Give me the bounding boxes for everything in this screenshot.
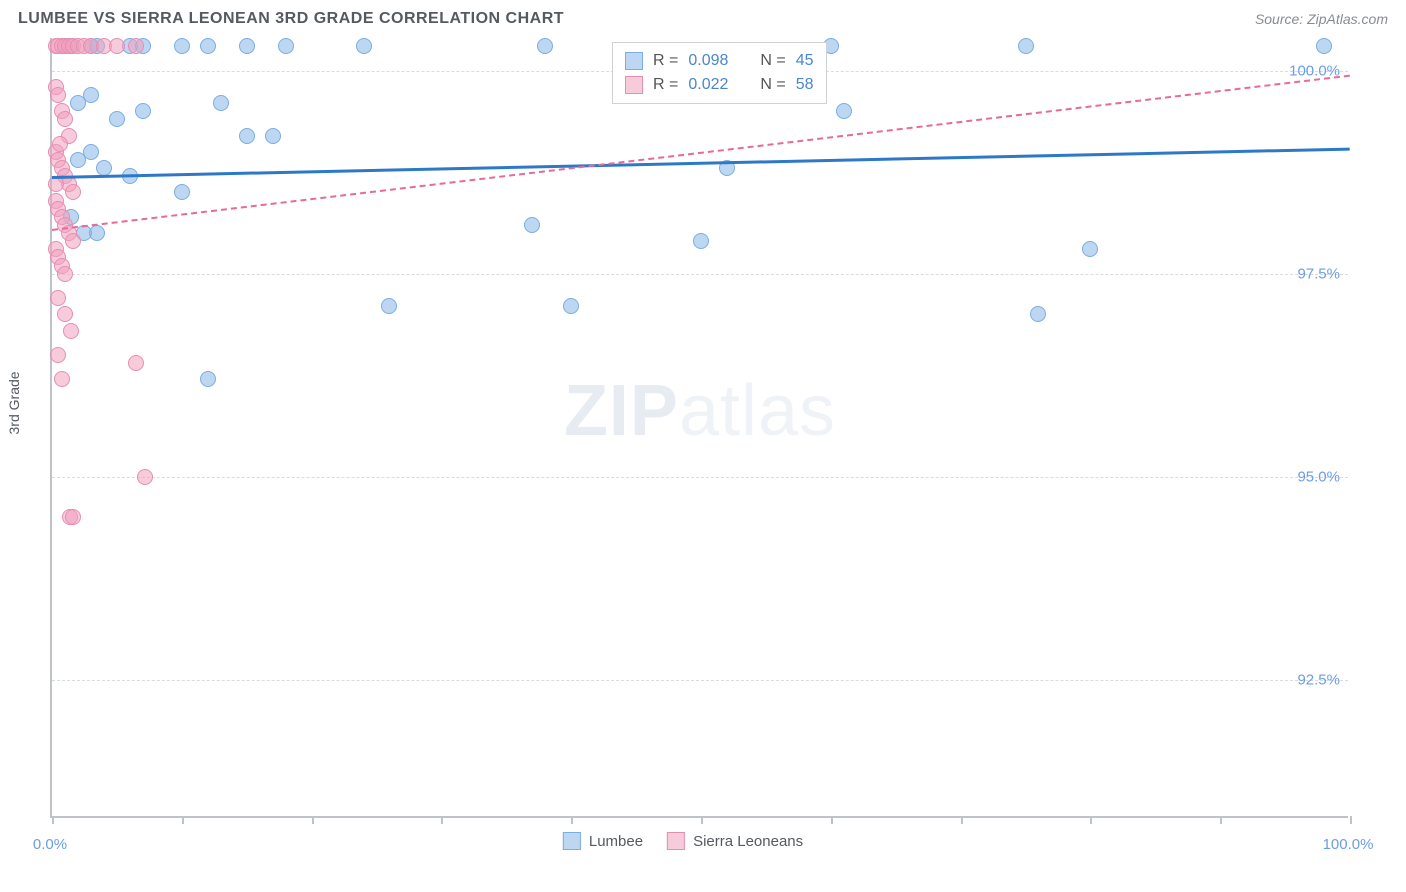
x-tick <box>52 816 54 824</box>
scatter-marker <box>836 103 852 119</box>
chart-title: LUMBEE VS SIERRA LEONEAN 3RD GRADE CORRE… <box>18 10 564 28</box>
stat-n-value: 58 <box>796 73 814 97</box>
scatter-marker <box>128 38 144 54</box>
x-tick <box>571 816 573 824</box>
scatter-marker <box>128 355 144 371</box>
stats-legend: R = 0.098 N = 45 R = 0.022 N = 58 <box>612 42 827 104</box>
y-tick-label: 97.5% <box>1297 265 1340 282</box>
scatter-marker <box>1030 306 1046 322</box>
scatter-marker <box>265 128 281 144</box>
stat-n-value: 45 <box>796 49 814 73</box>
scatter-marker <box>239 38 255 54</box>
x-tick <box>701 816 703 824</box>
x-tick-label: 100.0% <box>1323 836 1374 853</box>
stats-legend-row: R = 0.098 N = 45 <box>625 49 814 73</box>
scatter-marker <box>1018 38 1034 54</box>
scatter-marker <box>83 87 99 103</box>
series-name: Lumbee <box>589 833 643 850</box>
scatter-marker <box>537 38 553 54</box>
scatter-marker <box>65 509 81 525</box>
scatter-marker <box>89 225 105 241</box>
x-tick-label: 0.0% <box>33 836 67 853</box>
scatter-marker <box>57 266 73 282</box>
scatter-marker <box>54 371 70 387</box>
gridline-h <box>52 274 1348 275</box>
series-legend-item: Sierra Leoneans <box>667 832 803 850</box>
chart-container: 3rd Grade ZIPatlas 92.5%95.0%97.5%100.0%… <box>18 38 1348 878</box>
x-tick <box>441 816 443 824</box>
y-axis-label: 3rd Grade <box>6 371 22 434</box>
scatter-marker <box>57 111 73 127</box>
scatter-marker <box>109 38 125 54</box>
scatter-marker <box>200 38 216 54</box>
stat-r-label: R = <box>653 49 678 73</box>
scatter-marker <box>1082 241 1098 257</box>
scatter-marker <box>239 128 255 144</box>
x-tick <box>1350 816 1352 824</box>
x-tick <box>1090 816 1092 824</box>
x-tick <box>182 816 184 824</box>
watermark: ZIPatlas <box>564 370 836 452</box>
scatter-marker <box>278 38 294 54</box>
series-legend: Lumbee Sierra Leoneans <box>563 832 803 850</box>
chart-source: Source: ZipAtlas.com <box>1255 11 1388 27</box>
series-legend-item: Lumbee <box>563 832 643 850</box>
stat-r-value: 0.022 <box>688 73 728 97</box>
legend-swatch <box>667 832 685 850</box>
scatter-marker <box>52 136 68 152</box>
scatter-marker <box>57 306 73 322</box>
legend-swatch <box>625 76 643 94</box>
scatter-marker <box>135 103 151 119</box>
legend-swatch <box>563 832 581 850</box>
gridline-h <box>52 477 1348 478</box>
scatter-marker <box>96 160 112 176</box>
scatter-marker <box>109 111 125 127</box>
scatter-marker <box>137 469 153 485</box>
scatter-marker <box>563 298 579 314</box>
chart-header: LUMBEE VS SIERRA LEONEAN 3RD GRADE CORRE… <box>0 0 1406 34</box>
scatter-marker <box>65 184 81 200</box>
scatter-marker <box>83 144 99 160</box>
scatter-marker <box>381 298 397 314</box>
x-tick <box>312 816 314 824</box>
scatter-marker <box>356 38 372 54</box>
scatter-marker <box>693 233 709 249</box>
scatter-marker <box>213 95 229 111</box>
stats-legend-row: R = 0.022 N = 58 <box>625 73 814 97</box>
stat-n-label: N = <box>760 73 785 97</box>
legend-swatch <box>625 52 643 70</box>
scatter-marker <box>1316 38 1332 54</box>
stat-n-label: N = <box>760 49 785 73</box>
x-tick <box>961 816 963 824</box>
scatter-marker <box>174 38 190 54</box>
scatter-marker <box>200 371 216 387</box>
x-tick <box>1220 816 1222 824</box>
stat-r-label: R = <box>653 73 678 97</box>
stat-r-value: 0.098 <box>688 49 728 73</box>
series-name: Sierra Leoneans <box>693 833 803 850</box>
scatter-marker <box>63 323 79 339</box>
scatter-marker <box>524 217 540 233</box>
gridline-h <box>52 680 1348 681</box>
scatter-marker <box>65 233 81 249</box>
scatter-marker <box>50 347 66 363</box>
plot-area: ZIPatlas 92.5%95.0%97.5%100.0%R = 0.098N… <box>50 38 1348 818</box>
y-tick-label: 92.5% <box>1297 671 1340 688</box>
x-tick <box>831 816 833 824</box>
scatter-marker <box>174 184 190 200</box>
y-tick-label: 95.0% <box>1297 468 1340 485</box>
scatter-marker <box>50 290 66 306</box>
scatter-marker <box>50 87 66 103</box>
